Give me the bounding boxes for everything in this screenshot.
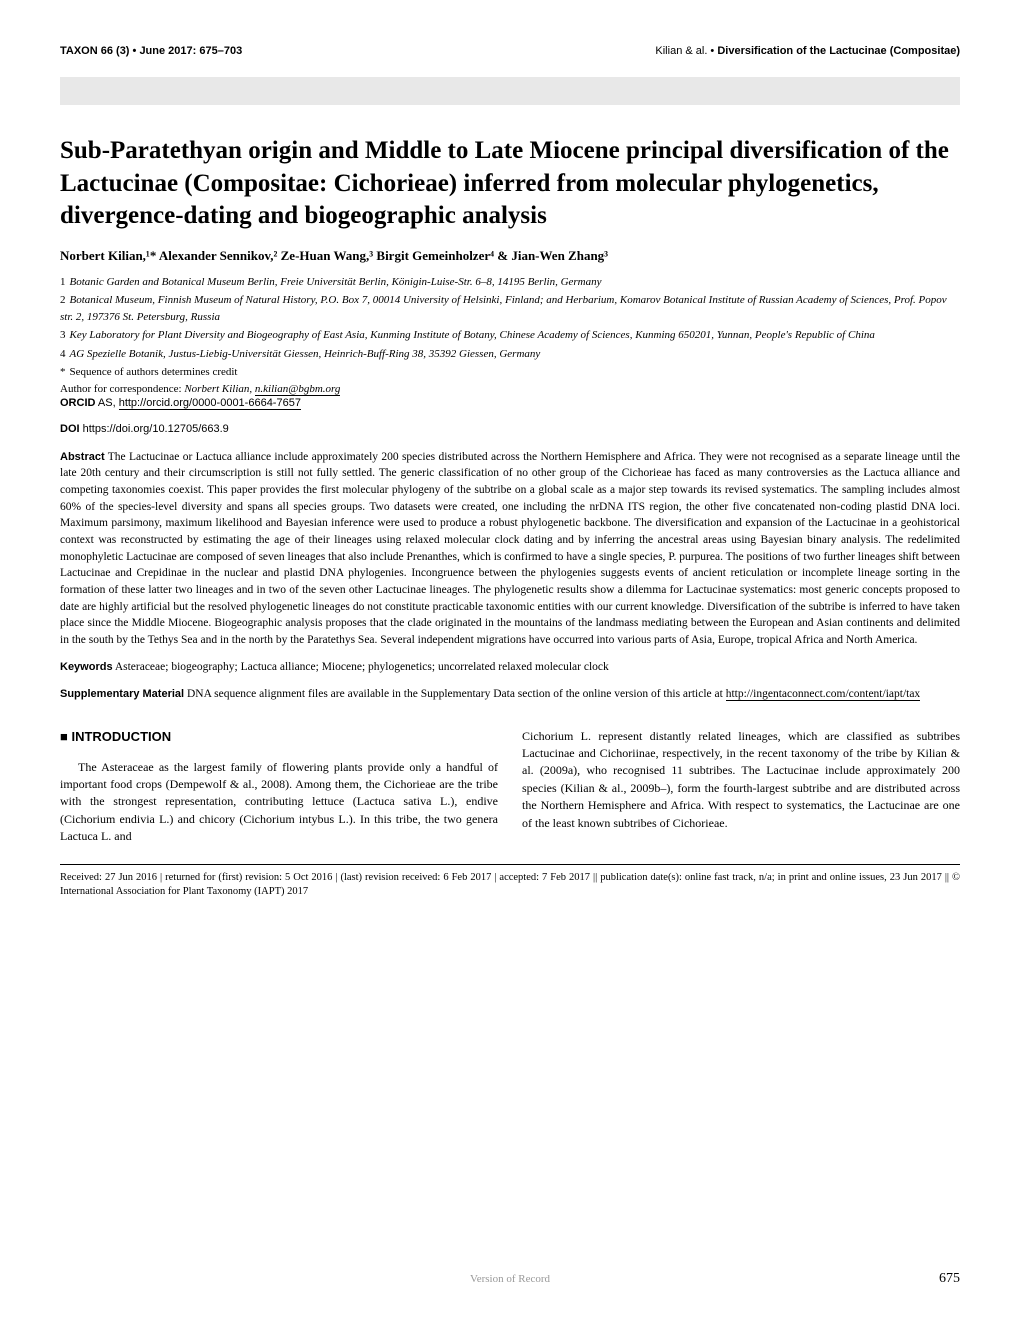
intro-columns: INTRODUCTION The Asteraceae as the large… [60,728,960,846]
aff-text-1: Botanic Garden and Botanical Museum Berl… [70,276,602,288]
sequence-note: *Sequence of authors determines credit [60,364,960,381]
keywords-text: Asteraceae; biogeography; Lactuca allian… [113,661,609,673]
aff-num-2: 2 [60,294,66,306]
header-right: Kilian & al. • Diversification of the La… [655,45,960,57]
grey-header-bar [60,77,960,105]
correspondence-email-link[interactable]: n.kilian@bgbm.org [255,383,341,396]
intro-heading: INTRODUCTION [60,728,498,747]
aff-text-3: Key Laboratory for Plant Diversity and B… [70,329,875,341]
abstract-block: Abstract The Lactucinae or Lactuca allia… [60,449,960,649]
intro-para-2: Cichorium L. represent distantly related… [522,728,960,832]
affiliation-2: 2Botanical Museum, Finnish Museum of Nat… [60,292,960,325]
aff-text-4: AG Spezielle Botanik, Justus-Liebig-Univ… [70,348,541,360]
aff-text-2: Botanical Museum, Finnish Museum of Natu… [60,294,947,323]
doi-line: DOI https://doi.org/10.12705/663.9 [60,423,960,435]
page-footer: Version of Record 675 [60,1273,960,1285]
intro-para-1: The Asteraceae as the largest family of … [60,759,498,846]
seq-note-text: Sequence of authors determines credit [70,366,238,378]
intro-col-right: Cichorium L. represent distantly related… [522,728,960,846]
keywords-label: Keywords [60,661,113,673]
orcid-link[interactable]: http://orcid.org/0000-0001-6664-7657 [119,397,301,410]
version-of-record: Version of Record [60,1273,960,1285]
aff-num-4: 4 [60,348,66,360]
affiliation-1: 1 Botanic Garden and Botanical Museum Ber… [60,274,960,291]
running-header: TAXON 66 (3) • June 2017: 675–703 Kilian… [60,45,960,57]
correspondence-line: Author for correspondence: Norbert Kilia… [60,383,960,395]
doi-label: DOI [60,423,80,435]
supp-text: DNA sequence alignment files are availab… [184,688,726,700]
correspondence-name: Norbert Kilian, [184,383,255,395]
orcid-label: ORCID [60,397,95,409]
article-title: Sub-Paratethyan origin and Middle to Lat… [60,135,960,233]
supp-link[interactable]: http://ingentaconnect.com/content/iapt/t… [726,688,920,701]
supplementary-block: Supplementary Material DNA sequence alig… [60,686,960,703]
doi-text: https://doi.org/10.12705/663.9 [80,423,229,435]
received-line: Received: 27 Jun 2016 | returned for (fi… [60,871,960,900]
affiliation-3: 3 Key Laboratory for Plant Diversity and … [60,327,960,344]
abstract-label: Abstract [60,451,105,463]
author-list: Norbert Kilian,¹* Alexander Sennikov,² Z… [60,248,960,264]
abstract-text: The Lactucinae or Lactuca alliance inclu… [60,451,960,647]
aff-num-1: 1 [60,276,66,288]
orcid-line: ORCID AS, http://orcid.org/0000-0001-666… [60,397,960,409]
correspondence-prefix: Author for correspondence: [60,383,184,395]
intro-col-left: INTRODUCTION The Asteraceae as the large… [60,728,498,846]
footer-divider: Received: 27 Jun 2016 | returned for (fi… [60,864,960,900]
header-left: TAXON 66 (3) • June 2017: 675–703 [60,45,242,57]
page-number: 675 [939,1271,960,1287]
header-right-prefix: Kilian & al. • [655,45,717,57]
aff-num-3: 3 [60,329,66,341]
affiliation-4: 4 AG Spezielle Botanik, Justus-Liebig-Uni… [60,346,960,363]
keywords-block: Keywords Asteraceae; biogeography; Lactu… [60,659,960,676]
orcid-text: AS, [95,397,118,409]
header-right-bold: Diversification of the Lactucinae (Compo… [717,45,960,57]
supp-label: Supplementary Material [60,688,184,700]
